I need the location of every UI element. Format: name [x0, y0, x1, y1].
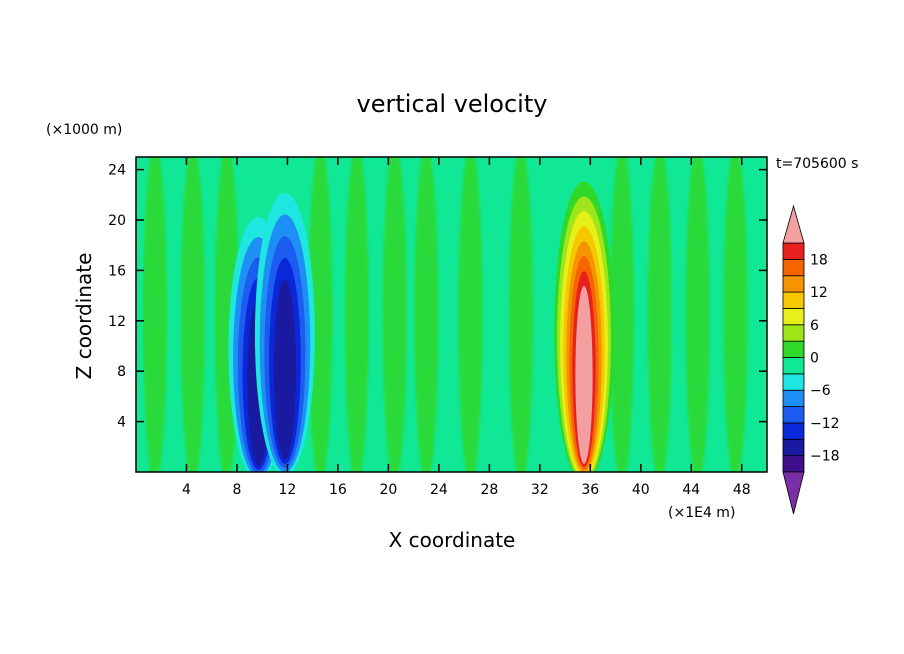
- colorbar-band: [782, 258, 805, 277]
- weak-updraft-streak: [414, 157, 439, 472]
- x-tick-label: 16: [329, 482, 347, 498]
- colorbar-band: [782, 291, 805, 309]
- colorbar-band: [782, 275, 805, 293]
- downdraft-2: [254, 192, 315, 472]
- colorbar-tick-label: −6: [810, 383, 831, 399]
- colorbar-tick-label: 18: [810, 252, 828, 268]
- y-tick-label: 8: [117, 364, 126, 380]
- weak-updraft-streak: [508, 157, 533, 472]
- background-streaks: [142, 157, 748, 472]
- weak-updraft-streak: [723, 157, 748, 472]
- chart-title: vertical velocity: [357, 90, 548, 118]
- x-axis-label: X coordinate: [389, 528, 516, 552]
- colorbar-max-arrow: [782, 204, 805, 244]
- colorbar-band: [782, 373, 805, 391]
- colorbar-band: [782, 406, 805, 424]
- weak-updraft-streak: [458, 157, 483, 472]
- y-tick-label: 16: [108, 263, 126, 279]
- weak-updraft-streak: [308, 157, 333, 472]
- y-axis: 4 8 12 16 20 24: [108, 163, 767, 431]
- weak-updraft-streak: [180, 157, 205, 472]
- weak-updraft-streak: [142, 157, 167, 472]
- x-tick-label: 4: [182, 482, 191, 498]
- x-tick-label: 48: [733, 482, 751, 498]
- colorbar-band: [782, 389, 805, 407]
- weak-updraft-streak: [685, 157, 710, 472]
- weak-updraft-streak: [609, 157, 634, 472]
- y-tick-label: 24: [108, 163, 126, 179]
- colorbar-tick-label: −18: [810, 449, 840, 465]
- colorbar-band: [782, 357, 805, 375]
- colorbar-band: [782, 324, 805, 342]
- time-label: t=705600 s: [776, 156, 858, 172]
- colorbar-band: [782, 340, 805, 358]
- colorbar-band: [782, 455, 805, 473]
- colorbar-tick-label: 12: [810, 285, 828, 301]
- y-tick-label: 12: [108, 314, 126, 330]
- weak-updraft-streak: [647, 157, 672, 472]
- colorbar-tick-label: 6: [810, 318, 819, 334]
- colorbar-band: [782, 308, 805, 326]
- x-tick-label: 40: [632, 482, 650, 498]
- contour-band: [575, 286, 593, 464]
- y-axis-label: Z coordinate: [72, 253, 96, 380]
- weak-updraft-streak: [382, 157, 407, 472]
- x-tick-label: 36: [581, 482, 599, 498]
- x-unit-label: (×1E4 m): [668, 505, 735, 521]
- x-tick-label: 32: [531, 482, 549, 498]
- x-tick-label: 24: [430, 482, 448, 498]
- colorbar-tick-label: −12: [810, 416, 840, 432]
- x-tick-label: 20: [379, 482, 397, 498]
- plot-area: [136, 157, 767, 472]
- x-axis: 4 8 12 16 20 24 28 32 36 40 44 48: [182, 157, 751, 498]
- colorbar: −18 −12 −6 0 6 12 18: [782, 204, 840, 515]
- x-tick-label: 28: [480, 482, 498, 498]
- colorbar-tick-label: 0: [810, 351, 819, 367]
- updraft: [554, 181, 615, 472]
- contour-band: [273, 279, 297, 460]
- y-unit-label: (×1000 m): [46, 122, 122, 138]
- colorbar-band: [782, 438, 805, 457]
- x-tick-label: 12: [279, 482, 297, 498]
- colorbar-band: [782, 422, 805, 440]
- y-tick-label: 4: [117, 415, 126, 431]
- velocity-field: [142, 157, 748, 472]
- y-tick-label: 20: [108, 213, 126, 229]
- weak-updraft-streak: [344, 157, 369, 472]
- colorbar-band: [782, 242, 805, 260]
- plot-frame: [135, 156, 768, 473]
- x-tick-label: 44: [682, 482, 700, 498]
- x-tick-label: 8: [232, 482, 241, 498]
- colorbar-min-arrow: [782, 471, 805, 515]
